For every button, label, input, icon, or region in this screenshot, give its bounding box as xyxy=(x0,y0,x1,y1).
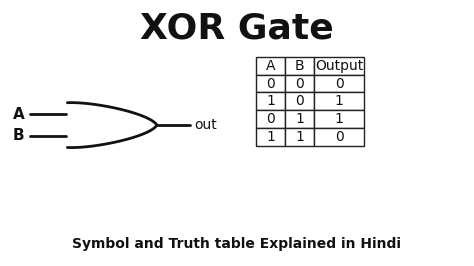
Text: Symbol and Truth table Explained in Hindi: Symbol and Truth table Explained in Hind… xyxy=(73,238,401,251)
Bar xyxy=(285,57,314,74)
Text: 1: 1 xyxy=(335,94,344,109)
Text: 0: 0 xyxy=(266,112,275,126)
Text: 1: 1 xyxy=(335,112,344,126)
Bar xyxy=(314,110,364,128)
Text: A: A xyxy=(13,107,25,122)
Bar xyxy=(314,93,364,110)
Text: 0: 0 xyxy=(335,130,343,144)
Bar xyxy=(285,93,314,110)
Text: 0: 0 xyxy=(295,94,304,109)
Text: 0: 0 xyxy=(266,77,275,90)
Text: A: A xyxy=(266,59,275,73)
Bar xyxy=(285,110,314,128)
Bar xyxy=(314,57,364,74)
Text: XOR Gate: XOR Gate xyxy=(140,12,334,46)
Bar xyxy=(256,128,285,146)
Text: 1: 1 xyxy=(266,130,275,144)
Text: 1: 1 xyxy=(295,130,304,144)
Text: 0: 0 xyxy=(295,77,304,90)
Bar xyxy=(256,74,285,93)
Bar xyxy=(285,128,314,146)
Bar xyxy=(285,74,314,93)
Bar xyxy=(256,110,285,128)
Bar xyxy=(256,93,285,110)
Text: B: B xyxy=(295,59,304,73)
Text: 1: 1 xyxy=(295,112,304,126)
Bar xyxy=(314,128,364,146)
Text: 1: 1 xyxy=(266,94,275,109)
Bar xyxy=(256,57,285,74)
Text: Output: Output xyxy=(315,59,363,73)
Text: 0: 0 xyxy=(335,77,343,90)
Bar xyxy=(314,74,364,93)
Text: out: out xyxy=(195,118,218,132)
Text: B: B xyxy=(13,128,25,143)
